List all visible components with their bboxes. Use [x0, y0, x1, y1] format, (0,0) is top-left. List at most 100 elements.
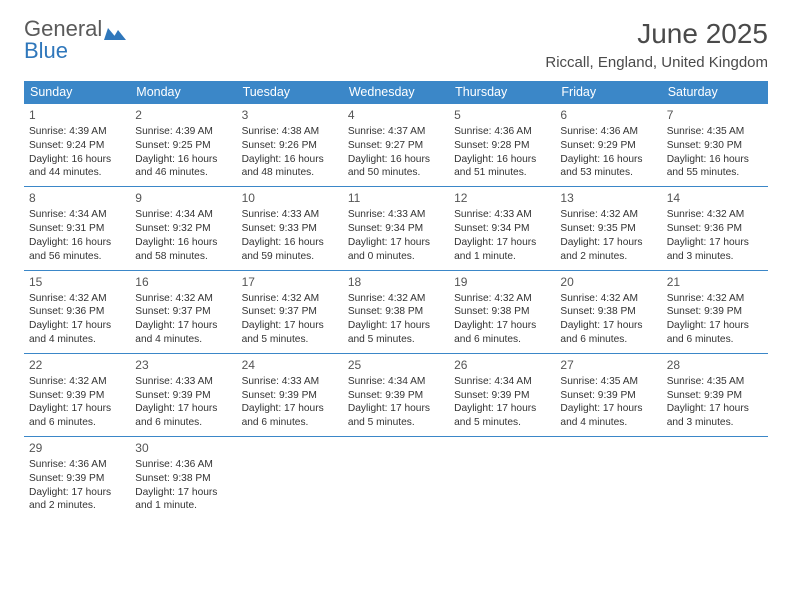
- day-number: 24: [242, 357, 338, 373]
- day-number: 5: [454, 107, 550, 123]
- day-info: Sunrise: 4:33 AMSunset: 9:33 PMDaylight:…: [242, 208, 338, 263]
- day-cell: 8 Sunrise: 4:34 AMSunset: 9:31 PMDaylight…: [24, 187, 130, 270]
- day-number: 20: [560, 274, 656, 290]
- day-cell: 7 Sunrise: 4:35 AMSunset: 9:30 PMDaylight…: [662, 104, 768, 187]
- day-cell: 23 Sunrise: 4:33 AMSunset: 9:39 PMDayligh…: [130, 353, 236, 436]
- day-cell: 22 Sunrise: 4:32 AMSunset: 9:39 PMDayligh…: [24, 353, 130, 436]
- day-number: 11: [348, 190, 444, 206]
- day-number: 30: [135, 440, 231, 456]
- day-number: 27: [560, 357, 656, 373]
- day-cell: 20Sunrise: 4:32 AMSunset: 9:38 PMDayligh…: [555, 270, 661, 353]
- day-info: Sunrise: 4:37 AMSunset: 9:27 PMDaylight:…: [348, 125, 444, 180]
- day-info: Sunrise: 4:32 AMSunset: 9:36 PMDaylight:…: [29, 292, 125, 347]
- week-row: 22 Sunrise: 4:32 AMSunset: 9:39 PMDayligh…: [24, 353, 768, 436]
- day-cell: 5 Sunrise: 4:36 AMSunset: 9:28 PMDaylight…: [449, 104, 555, 187]
- day-cell: 13 Sunrise: 4:32 AMSunset: 9:35 PMDayligh…: [555, 187, 661, 270]
- logo-word2: Blue: [24, 38, 68, 63]
- day-cell: 4 Sunrise: 4:37 AMSunset: 9:27 PMDaylight…: [343, 104, 449, 187]
- day-info: Sunrise: 4:33 AMSunset: 9:34 PMDaylight:…: [348, 208, 444, 263]
- week-row: 8 Sunrise: 4:34 AMSunset: 9:31 PMDaylight…: [24, 187, 768, 270]
- day-number: 8: [29, 190, 125, 206]
- day-number: 18: [348, 274, 444, 290]
- dayname-sat: Saturday: [662, 81, 768, 104]
- day-number: 22: [29, 357, 125, 373]
- day-number: 28: [667, 357, 763, 373]
- day-cell: 16 Sunrise: 4:32 AMSunset: 9:37 PMDayligh…: [130, 270, 236, 353]
- day-info: Sunrise: 4:33 AMSunset: 9:39 PMDaylight:…: [135, 375, 231, 430]
- day-cell: 12 Sunrise: 4:33 AMSunset: 9:34 PMDayligh…: [449, 187, 555, 270]
- day-cell: 3 Sunrise: 4:38 AMSunset: 9:26 PMDaylight…: [237, 104, 343, 187]
- day-info: Sunrise: 4:34 AMSunset: 9:39 PMDaylight:…: [454, 375, 550, 430]
- day-number: 14: [667, 190, 763, 206]
- day-number: 3: [242, 107, 338, 123]
- day-info: Sunrise: 4:39 AMSunset: 9:24 PMDaylight:…: [29, 125, 125, 180]
- dayname-thu: Thursday: [449, 81, 555, 104]
- page: General Blue June 2025 Riccall, England,…: [0, 0, 792, 537]
- day-cell: [343, 437, 449, 520]
- logo-triangle-icon: [104, 22, 126, 38]
- week-row: 15 Sunrise: 4:32 AMSunset: 9:36 PMDayligh…: [24, 270, 768, 353]
- day-info: Sunrise: 4:32 AMSunset: 9:37 PMDaylight:…: [242, 292, 338, 347]
- day-number: 12: [454, 190, 550, 206]
- day-cell: 25 Sunrise: 4:34 AMSunset: 9:39 PMDayligh…: [343, 353, 449, 436]
- day-number: 21: [667, 274, 763, 290]
- dayname-fri: Friday: [555, 81, 661, 104]
- logo: General Blue: [24, 18, 126, 62]
- day-cell: 19 Sunrise: 4:32 AMSunset: 9:38 PMDayligh…: [449, 270, 555, 353]
- day-number: 26: [454, 357, 550, 373]
- dayname-row: Sunday Monday Tuesday Wednesday Thursday…: [24, 81, 768, 104]
- day-cell: 15 Sunrise: 4:32 AMSunset: 9:36 PMDayligh…: [24, 270, 130, 353]
- day-cell: [449, 437, 555, 520]
- day-cell: 14Sunrise: 4:32 AMSunset: 9:36 PMDayligh…: [662, 187, 768, 270]
- dayname-mon: Monday: [130, 81, 236, 104]
- day-info: Sunrise: 4:32 AMSunset: 9:38 PMDaylight:…: [454, 292, 550, 347]
- day-info: Sunrise: 4:34 AMSunset: 9:39 PMDaylight:…: [348, 375, 444, 430]
- week-row: 1 Sunrise: 4:39 AMSunset: 9:24 PMDaylight…: [24, 104, 768, 187]
- day-cell: 1 Sunrise: 4:39 AMSunset: 9:24 PMDaylight…: [24, 104, 130, 187]
- day-info: Sunrise: 4:38 AMSunset: 9:26 PMDaylight:…: [242, 125, 338, 180]
- day-cell: 2 Sunrise: 4:39 AMSunset: 9:25 PMDaylight…: [130, 104, 236, 187]
- day-info: Sunrise: 4:36 AMSunset: 9:39 PMDaylight:…: [29, 458, 125, 513]
- month-title: June 2025: [545, 18, 768, 50]
- day-info: Sunrise: 4:32 AMSunset: 9:37 PMDaylight:…: [135, 292, 231, 347]
- day-info: Sunrise: 4:36 AMSunset: 9:28 PMDaylight:…: [454, 125, 550, 180]
- title-block: June 2025 Riccall, England, United Kingd…: [545, 18, 768, 71]
- day-number: 25: [348, 357, 444, 373]
- day-info: Sunrise: 4:34 AMSunset: 9:32 PMDaylight:…: [135, 208, 231, 263]
- day-number: 1: [29, 107, 125, 123]
- day-number: 19: [454, 274, 550, 290]
- day-number: 2: [135, 107, 231, 123]
- header-row: General Blue June 2025 Riccall, England,…: [24, 18, 768, 71]
- day-number: 4: [348, 107, 444, 123]
- day-number: 15: [29, 274, 125, 290]
- day-cell: 9Sunrise: 4:34 AMSunset: 9:32 PMDaylight…: [130, 187, 236, 270]
- day-cell: 30 Sunrise: 4:36 AMSunset: 9:38 PMDayligh…: [130, 437, 236, 520]
- day-cell: 29 Sunrise: 4:36 AMSunset: 9:39 PMDayligh…: [24, 437, 130, 520]
- day-info: Sunrise: 4:33 AMSunset: 9:34 PMDaylight:…: [454, 208, 550, 263]
- day-info: Sunrise: 4:32 AMSunset: 9:39 PMDaylight:…: [29, 375, 125, 430]
- week-row: 29 Sunrise: 4:36 AMSunset: 9:39 PMDayligh…: [24, 437, 768, 520]
- day-info: Sunrise: 4:32 AMSunset: 9:35 PMDaylight:…: [560, 208, 656, 263]
- day-info: Sunrise: 4:39 AMSunset: 9:25 PMDaylight:…: [135, 125, 231, 180]
- day-info: Sunrise: 4:35 AMSunset: 9:39 PMDaylight:…: [560, 375, 656, 430]
- day-info: Sunrise: 4:34 AMSunset: 9:31 PMDaylight:…: [29, 208, 125, 263]
- day-number: 6: [560, 107, 656, 123]
- day-cell: 18 Sunrise: 4:32 AMSunset: 9:38 PMDayligh…: [343, 270, 449, 353]
- day-number: 29: [29, 440, 125, 456]
- day-cell: 10Sunrise: 4:33 AMSunset: 9:33 PMDayligh…: [237, 187, 343, 270]
- day-number: 7: [667, 107, 763, 123]
- day-info: Sunrise: 4:35 AMSunset: 9:30 PMDaylight:…: [667, 125, 763, 180]
- dayname-wed: Wednesday: [343, 81, 449, 104]
- day-info: Sunrise: 4:36 AMSunset: 9:38 PMDaylight:…: [135, 458, 231, 513]
- day-cell: [662, 437, 768, 520]
- day-number: 23: [135, 357, 231, 373]
- day-cell: 11 Sunrise: 4:33 AMSunset: 9:34 PMDayligh…: [343, 187, 449, 270]
- day-info: Sunrise: 4:32 AMSunset: 9:38 PMDaylight:…: [348, 292, 444, 347]
- day-info: Sunrise: 4:35 AMSunset: 9:39 PMDaylight:…: [667, 375, 763, 430]
- calendar-table: Sunday Monday Tuesday Wednesday Thursday…: [24, 81, 768, 519]
- day-number: 16: [135, 274, 231, 290]
- day-cell: 6Sunrise: 4:36 AMSunset: 9:29 PMDaylight…: [555, 104, 661, 187]
- day-info: Sunrise: 4:33 AMSunset: 9:39 PMDaylight:…: [242, 375, 338, 430]
- day-cell: 26 Sunrise: 4:34 AMSunset: 9:39 PMDayligh…: [449, 353, 555, 436]
- day-number: 13: [560, 190, 656, 206]
